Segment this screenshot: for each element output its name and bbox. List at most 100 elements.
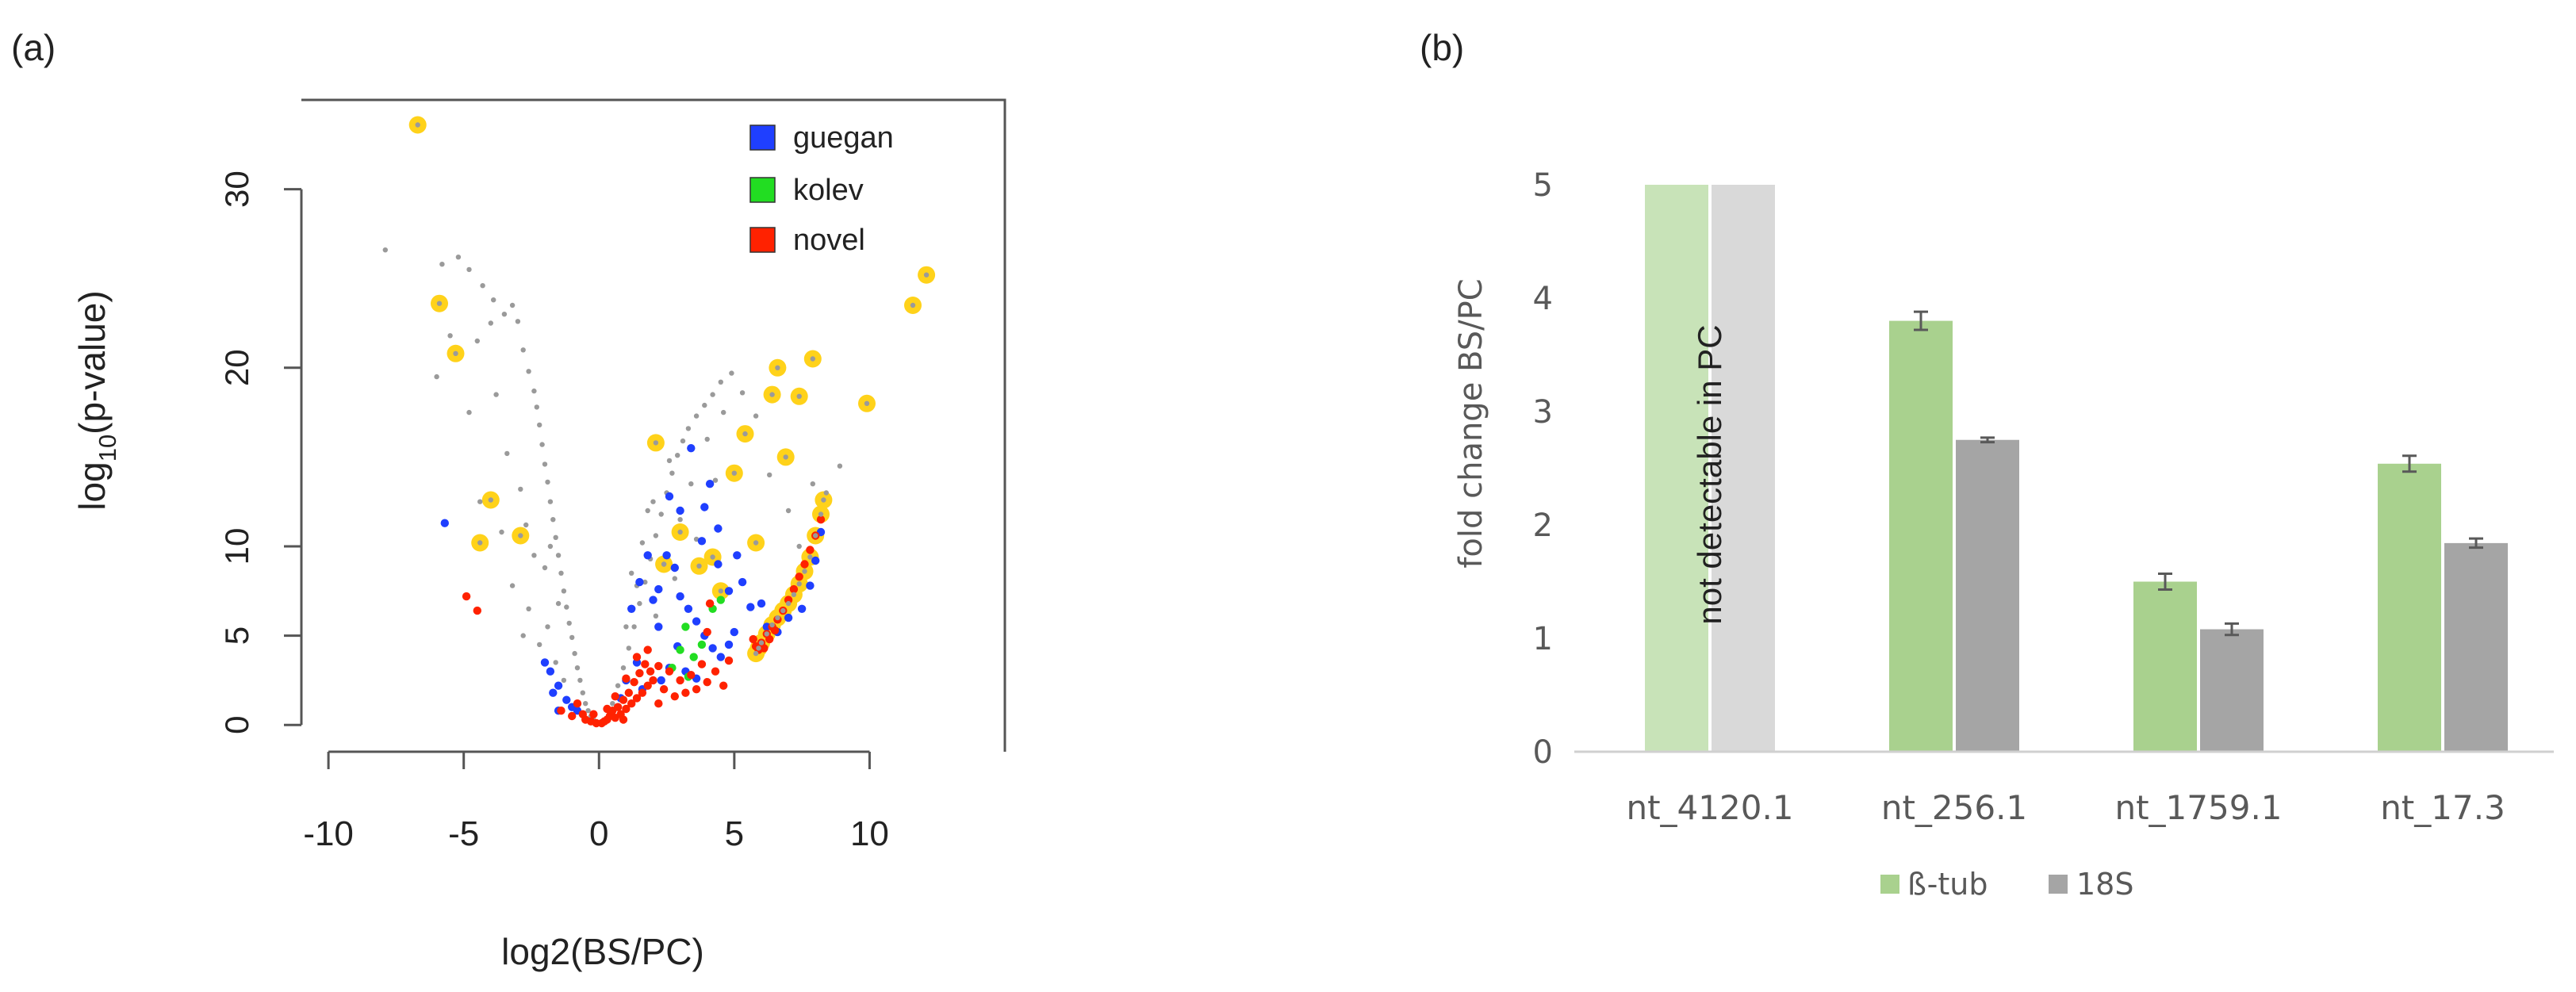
background-point xyxy=(466,409,472,416)
guegan-point xyxy=(635,577,644,587)
y-tick-label: 2 xyxy=(1533,507,1553,544)
guegan-point xyxy=(687,444,696,453)
novel-point xyxy=(641,660,650,668)
background-point xyxy=(561,677,567,684)
highlighted-point-center xyxy=(753,540,759,546)
novel-point xyxy=(654,699,663,708)
background-point xyxy=(447,333,453,339)
background-point xyxy=(537,422,542,428)
x-tick-label: -5 xyxy=(448,814,479,853)
novel-point xyxy=(622,704,631,714)
background-point xyxy=(547,499,554,504)
highlighted-point-center xyxy=(821,497,826,503)
background-point xyxy=(650,499,656,504)
bar-2-1 xyxy=(2200,629,2264,752)
guegan-point xyxy=(724,640,734,649)
legend-swatch-b-tub xyxy=(1880,875,1899,894)
not-detectable-annotation: not detectable in PC xyxy=(1691,324,1728,624)
kolev-point xyxy=(676,645,684,654)
background-point xyxy=(637,600,642,607)
highlighted-point-center xyxy=(710,554,715,560)
background-point xyxy=(493,392,499,397)
legend: guegan kolev novel xyxy=(749,121,894,257)
legend-label-b-tub: ß-tub xyxy=(1907,867,1988,902)
x-axis-ticks: -10 -5 0 5 10 xyxy=(303,752,889,853)
background-point xyxy=(534,404,539,410)
guegan-point xyxy=(700,503,709,511)
guegan-point xyxy=(705,480,715,488)
guegan-point xyxy=(676,506,684,515)
background-point xyxy=(718,379,723,385)
background-point xyxy=(550,517,556,523)
novel-point xyxy=(643,645,652,654)
novel-point xyxy=(659,685,669,694)
kolev-point xyxy=(716,596,725,604)
guegan-point xyxy=(724,587,734,596)
guegan-point xyxy=(784,613,793,622)
y-tick-label: 20 xyxy=(218,349,255,386)
guegan-point xyxy=(440,519,449,527)
novel-point xyxy=(703,627,711,637)
background-point xyxy=(693,413,700,419)
background-point xyxy=(710,392,715,397)
highlighted-point-center xyxy=(783,454,788,460)
novel-point xyxy=(697,660,707,668)
highlighted-point-center xyxy=(775,615,780,621)
guegan-point xyxy=(657,676,665,685)
novel-point xyxy=(770,626,780,635)
background-point xyxy=(712,477,719,483)
guegan-point xyxy=(654,622,663,631)
background-point xyxy=(509,583,516,588)
x-tick-label: 0 xyxy=(589,814,608,853)
novel-point xyxy=(806,546,815,554)
background-point xyxy=(672,576,677,581)
y-axis-label-rest: (p-value) xyxy=(71,290,113,435)
background-point xyxy=(523,522,529,528)
guegan-point xyxy=(806,581,815,590)
background-point xyxy=(558,570,564,576)
y-axis-label-log: log xyxy=(71,462,113,510)
highlighted-point-center xyxy=(810,356,815,362)
guegan-point xyxy=(670,563,679,573)
y-tick-label: 5 xyxy=(1533,167,1553,204)
background-point xyxy=(610,701,615,707)
highlighted-point-center xyxy=(661,561,667,567)
y-tick-label: 0 xyxy=(1533,734,1553,771)
guegan-point xyxy=(549,688,558,697)
background-point xyxy=(526,606,531,611)
plot-frame-top-right xyxy=(301,98,1006,752)
guegan-point xyxy=(654,584,663,594)
legend-label-kolev: kolev xyxy=(793,174,864,207)
novel-point xyxy=(632,653,642,661)
legend-swatch-kolev xyxy=(749,177,776,203)
y-axis-label: fold change BS/PC xyxy=(1453,278,1489,568)
guegan-point xyxy=(540,658,550,667)
highlighted-point-center xyxy=(802,569,807,574)
background-point xyxy=(626,645,631,651)
guegan-point xyxy=(692,617,701,626)
background-point xyxy=(702,402,707,408)
guegan-point xyxy=(714,524,723,533)
bar-2-0 xyxy=(2133,581,2197,752)
y-tick-label: 0 xyxy=(218,716,255,734)
background-point xyxy=(531,388,537,394)
novel-point xyxy=(632,694,642,703)
background-point xyxy=(547,543,554,550)
background-point xyxy=(555,600,562,607)
guegan-point xyxy=(811,556,820,565)
bar-1-1 xyxy=(1956,439,2019,752)
background-point xyxy=(566,620,572,626)
novel-point xyxy=(573,699,582,708)
highlighted-point-center xyxy=(785,600,792,607)
guegan-point xyxy=(708,644,717,653)
background-point xyxy=(653,613,659,619)
background-point xyxy=(439,262,445,267)
x-category-label: nt_256.1 xyxy=(1881,788,2027,827)
y-tick-label: 3 xyxy=(1533,394,1553,431)
guegan-point xyxy=(649,596,657,604)
guegan-point xyxy=(797,604,807,613)
novel-point xyxy=(568,711,577,721)
novel-point xyxy=(624,688,633,697)
highlighted-point-center xyxy=(477,540,483,546)
